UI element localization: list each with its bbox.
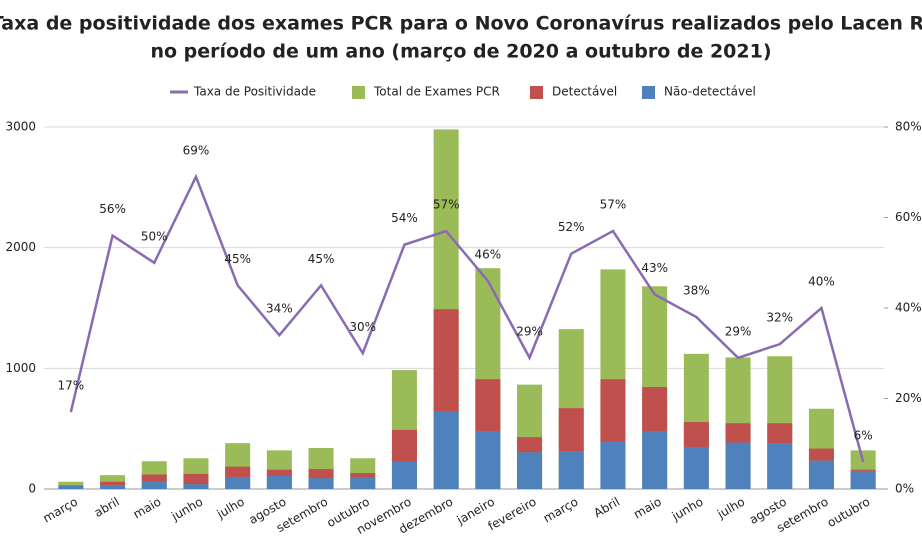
data-label: 29% [516,324,543,338]
data-label: 6% [854,428,873,442]
y-tick-label: 3000 [5,120,36,134]
data-label: 69% [183,143,210,157]
bar [433,309,459,412]
bar [767,443,793,489]
legend-label: Taxa de Positividade [193,85,316,99]
legend-swatch [642,86,655,99]
bar [141,481,167,489]
y-tick-label: 2000 [5,240,36,254]
bar [850,469,876,471]
bar [183,484,209,489]
bar [225,466,251,477]
bar [850,470,876,489]
data-label: 54% [391,211,418,225]
x-tick-label: março [541,495,581,526]
chart-title: Taxa de positividade dos exames PCR para… [0,13,922,35]
data-label: 29% [725,324,752,338]
bar [308,469,334,479]
data-label: 43% [641,261,668,275]
bar [475,379,501,432]
y2-tick-label: 40% [895,301,922,315]
legend-swatch [530,86,543,99]
bar [683,447,709,489]
legend-label: Detectável [552,85,617,99]
bar [266,475,292,489]
legend-label: Total de Exames PCR [373,85,500,99]
x-tick-label: junho [669,495,706,524]
data-label: 38% [683,284,710,298]
bar [100,481,126,486]
bar [391,461,417,489]
bar [808,460,834,489]
bar [725,423,751,443]
y2-tick-label: 0% [895,482,914,496]
bar [767,423,793,444]
data-label: 52% [558,220,585,234]
bar [183,473,209,485]
bar [558,450,584,489]
x-tick-label: maio [131,495,164,522]
bar [308,478,334,489]
data-label: 45% [224,252,251,266]
bar [58,485,84,489]
bar [558,408,584,451]
x-tick-label: Abril [591,495,622,521]
chart-subtitle: no período de um ano (março de 2020 a ou… [150,41,771,63]
bar [475,431,501,489]
data-label: 50% [141,229,168,243]
data-label: 30% [349,320,376,334]
x-tick-label: maio [631,495,664,522]
x-tick-label: julho [714,495,747,522]
bar [391,429,417,462]
data-label: 32% [766,311,793,325]
bar [266,469,292,476]
data-label: 45% [308,252,335,266]
x-tick-label: março [40,495,80,526]
data-label: 17% [58,379,85,393]
bar [600,379,626,442]
data-label: 34% [266,302,293,316]
y2-tick-label: 80% [895,120,922,134]
y-tick-label: 1000 [5,361,36,375]
bar [100,485,126,489]
y2-tick-label: 60% [895,210,922,224]
data-label: 40% [808,275,835,289]
bar [517,437,543,453]
line-series [69,173,865,463]
x-tick-label: outubro [825,495,873,531]
y2-tick-label: 20% [895,391,922,405]
bar [350,473,376,478]
bar [225,476,251,489]
bar [517,452,543,489]
legend-swatch [352,86,365,99]
bar [58,485,84,486]
legend-label: Não-detectável [664,85,756,99]
data-label: 57% [600,198,627,212]
bar [600,441,626,489]
bar [433,411,459,489]
bar [642,387,668,432]
bar [725,442,751,489]
y-tick-label: 0 [28,482,36,496]
bar [683,422,709,448]
x-tick-label: abril [92,495,122,520]
bar [642,431,668,489]
bar [350,477,376,489]
x-tick-label: junho [168,495,205,524]
bar [808,448,834,461]
data-label: 46% [475,247,502,261]
x-tick-label: julho [214,495,247,522]
data-label: 57% [433,198,460,212]
data-label: 56% [99,202,126,216]
bar [141,474,167,482]
